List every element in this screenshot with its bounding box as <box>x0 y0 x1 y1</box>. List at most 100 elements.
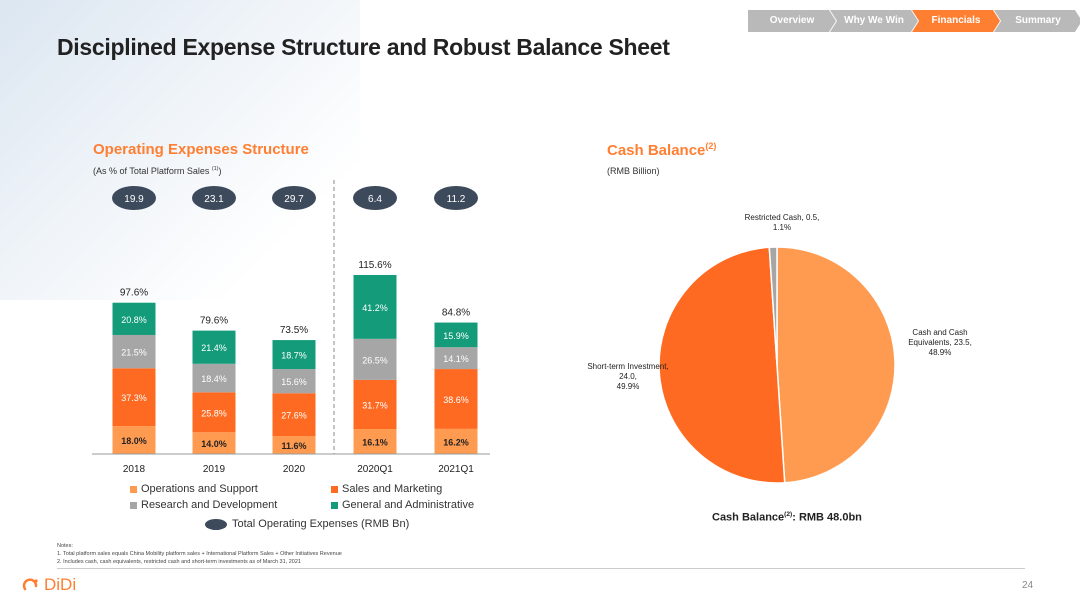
pie-slice-short-term-investment <box>658 246 786 484</box>
bar-segment-ops-2020Q1 <box>353 429 397 454</box>
legend-swatch-sales <box>331 485 338 493</box>
segment-label-sales-2020: 27.6% <box>281 411 307 421</box>
pie-label-short-term-investment: Short-term Investment, 24.0, 49.9% <box>587 362 668 391</box>
cash-title: Cash Balance(2) <box>607 141 717 159</box>
x-tick-label-2020: 2020 <box>283 464 306 475</box>
opex-rmb-value-2019: 23.1 <box>204 194 224 205</box>
cash-subtitle: (RMB Billion) <box>607 166 660 176</box>
footnotes: Notes: 1. Total platform sales equals Ch… <box>57 542 342 566</box>
opex-rmb-value-2021Q1: 11.2 <box>447 194 466 205</box>
opex-title: Operating Expenses Structure <box>93 141 309 158</box>
bar-segment-ops-2019 <box>192 432 236 454</box>
segment-label-sales-2018: 37.3% <box>121 393 147 403</box>
pie-label-line: 1.1% <box>773 223 791 232</box>
pie-label-line: Restricted Cash, 0.5, <box>745 213 820 222</box>
legend-label-sales: Sales and Marketing <box>342 483 443 495</box>
segment-label-ops-2019: 14.0% <box>201 439 227 449</box>
segment-label-sales-2020Q1: 31.7% <box>362 400 388 410</box>
pie-label-line: Equivalents, 23.5, <box>908 338 972 347</box>
pie-label-line: 48.9% <box>929 348 952 357</box>
bar-segment-sales-2021Q1 <box>434 369 478 429</box>
segment-label-ops-2020: 11.6% <box>281 441 306 451</box>
opex-rmb-oval-2020Q1 <box>353 186 397 210</box>
background-decoration <box>0 0 360 300</box>
segment-label-sales-2021Q1: 38.6% <box>443 395 469 405</box>
bar-segment-ops-2018 <box>112 426 156 454</box>
bar-segment-ga-2020Q1 <box>353 274 397 339</box>
legend-swatch-rnd <box>130 501 137 509</box>
pie-label-line: Short-term Investment, <box>587 362 668 371</box>
opex-rmb-value-2020: 29.7 <box>284 194 304 205</box>
opex-rmb-oval-2019 <box>192 186 236 210</box>
pie-label-line: 24.0, <box>619 372 637 381</box>
segment-label-rnd-2020: 15.6% <box>281 377 307 387</box>
bar-segment-rnd-2019 <box>192 363 236 393</box>
segment-label-rnd-2019: 18.4% <box>201 374 227 384</box>
didi-logo: DiDi <box>22 575 76 595</box>
bar-segment-ops-2021Q1 <box>434 428 478 454</box>
segment-label-ga-2020Q1: 41.2% <box>362 303 388 313</box>
legend-label-total-opex: Total Operating Expenses (RMB Bn) <box>232 518 410 530</box>
cash-balance-total: Cash Balance(2): RMB 48.0bn <box>712 511 862 524</box>
opex-subtitle: (As % of Total Platform Sales (1)) <box>93 166 222 176</box>
segment-label-ga-2021Q1: 15.9% <box>443 331 469 341</box>
segment-label-ga-2018: 20.8% <box>121 315 147 325</box>
legend-swatch-ga <box>331 501 338 509</box>
bar-segment-ga-2020 <box>272 340 316 370</box>
x-tick-label-2019: 2019 <box>203 464 226 475</box>
bar-total-label-2020Q1: 115.6% <box>358 260 391 271</box>
bar-segment-ops-2020 <box>272 436 316 454</box>
x-tick-label-2021Q1: 2021Q1 <box>438 464 474 475</box>
pie-slice-cash-and-cash-equivalents <box>776 246 896 484</box>
bar-segment-rnd-2021Q1 <box>434 347 478 370</box>
legend-item-ga: General and Administrative <box>331 499 474 511</box>
notes-heading: Notes: <box>57 543 73 549</box>
legend-item-total-opex: Total Operating Expenses (RMB Bn) <box>205 518 409 530</box>
cash-pie-chart: Cash and Cash Equivalents, 23.5, 48.9% Shor… <box>587 213 972 484</box>
opex-rmb-value-2020Q1: 6.4 <box>368 194 382 205</box>
nav-tab-overview[interactable]: Overview <box>748 10 836 32</box>
bar-segment-rnd-2020 <box>272 369 316 394</box>
legend-item-sales: Sales and Marketing <box>331 483 442 495</box>
opex-rmb-oval-2018 <box>112 186 156 210</box>
bar-segment-sales-2018 <box>112 368 156 427</box>
segment-label-sales-2019: 25.8% <box>201 408 227 418</box>
legend-swatch-total-opex <box>205 518 227 530</box>
legend-label-ga: General and Administrative <box>342 499 475 511</box>
logo-text: DiDi <box>44 575 77 594</box>
bar-total-label-2018: 97.6% <box>120 288 148 299</box>
x-tick-label-2020Q1: 2020Q1 <box>357 464 393 475</box>
opex-rmb-value-2018: 19.9 <box>124 194 144 205</box>
x-tick-label-2018: 2018 <box>123 464 146 475</box>
opex-rmb-oval-2020 <box>272 186 316 210</box>
bar-segment-rnd-2020Q1 <box>353 338 397 380</box>
nav-tab-why-we-win[interactable]: Why We Win <box>830 10 918 32</box>
note-2: 2. Includes cash, cash equivalents, rest… <box>57 559 301 565</box>
legend-item-ops: Operations and Support <box>130 483 258 495</box>
bar-segment-sales-2020 <box>272 393 316 437</box>
segment-label-ops-2021Q1: 16.2% <box>443 437 469 447</box>
legend-swatch-ops <box>130 485 137 493</box>
nav-tab-summary[interactable]: Summary <box>994 10 1080 32</box>
page-number: 24 <box>1022 580 1034 591</box>
note-1: 1. Total platform sales equals China Mob… <box>57 551 342 557</box>
bar-total-label-2020: 73.5% <box>280 325 308 336</box>
bar-total-label-2019: 79.6% <box>200 316 228 327</box>
legend-label-rnd: Research and Development <box>141 499 278 511</box>
bar-segment-sales-2020Q1 <box>353 379 397 430</box>
nav-tab-financials[interactable]: Financials <box>912 10 1000 32</box>
bar-segment-ga-2019 <box>192 330 236 364</box>
segment-label-rnd-2021Q1: 14.1% <box>443 354 469 364</box>
page-title: Disciplined Expense Structure and Robust… <box>57 34 670 60</box>
bar-total-label-2021Q1: 84.8% <box>442 308 470 319</box>
section-nav: Overview Why We Win Financials Summary <box>748 10 1080 32</box>
legend-item-rnd: Research and Development <box>130 499 277 511</box>
segment-label-ga-2019: 21.4% <box>201 343 227 353</box>
bar-segment-rnd-2018 <box>112 334 156 369</box>
opex-rmb-oval-2021Q1 <box>434 186 478 210</box>
didi-logo-icon <box>22 578 38 591</box>
pie-label-line: Cash and Cash <box>912 328 967 337</box>
bar-segment-ga-2018 <box>112 302 156 335</box>
legend-label-ops: Operations and Support <box>141 483 258 495</box>
segment-label-ops-2018: 18.0% <box>121 436 147 446</box>
